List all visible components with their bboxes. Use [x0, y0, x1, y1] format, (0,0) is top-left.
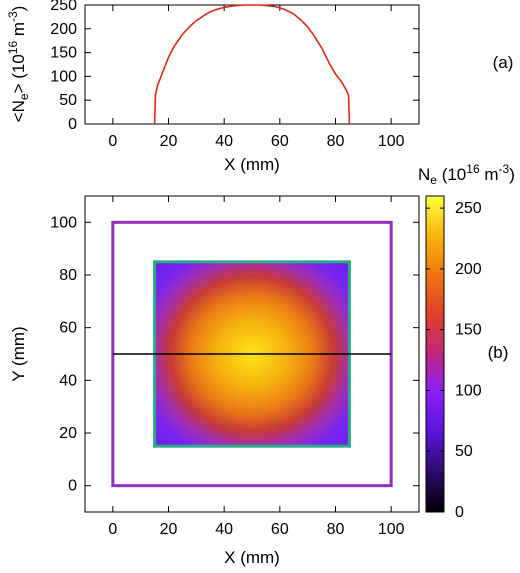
- ytick-label-a: 200: [50, 21, 77, 38]
- panel-label-a: (a): [493, 53, 514, 72]
- colorbar-tick-label: 50: [455, 443, 473, 460]
- ytick-label-a: 250: [50, 0, 77, 14]
- plot-frame-b: [84, 195, 420, 513]
- y-axis-label-a: <Ne> (1016 m-3): [6, 6, 31, 123]
- ytick-label-b: 40: [59, 372, 77, 389]
- ytick-label-b: 60: [59, 320, 77, 337]
- xtick-label-b: 40: [215, 521, 233, 538]
- colorbar-tick-labels: 0 50 100 150 200 250: [455, 200, 482, 521]
- colorbar-tick-label: 100: [455, 382, 482, 399]
- ticks-b: [85, 196, 419, 512]
- colorbar: [425, 195, 445, 513]
- xtick-labels-b: 0 20 40 60 80 100: [108, 521, 404, 538]
- xtick-label-a: 0: [108, 133, 117, 150]
- profile-line: [153, 4, 351, 125]
- plot-frame-a: [84, 4, 420, 125]
- colorbar-ticks: [426, 207, 444, 513]
- ytick-label-a: 100: [50, 68, 77, 85]
- y-axis-label-b: Y (mm): [9, 326, 28, 381]
- ytick-labels-a: 0 50 100 150 200 250: [50, 0, 77, 133]
- xtick-labels-a: 0 20 40 60 80 100: [108, 133, 404, 150]
- ytick-label-b: 80: [59, 267, 77, 284]
- xtick-label-b: 60: [271, 521, 289, 538]
- xtick-label-b: 100: [378, 521, 405, 538]
- colorbar-tick-label: 250: [455, 200, 482, 217]
- xtick-label-b: 0: [108, 521, 117, 538]
- x-axis-label-b: X (mm): [224, 548, 280, 567]
- xtick-label-a: 60: [271, 133, 289, 150]
- colorbar-label: Ne (1016 m-3): [418, 162, 515, 187]
- colorbar-tick-label: 0: [455, 504, 464, 521]
- ytick-label-a: 0: [68, 116, 77, 133]
- xtick-label-a: 20: [160, 133, 178, 150]
- ytick-label-b: 100: [50, 214, 77, 231]
- x-axis-label-a: X (mm): [224, 155, 280, 174]
- colorbar-tick-label: 200: [455, 261, 482, 278]
- xtick-label-a: 40: [215, 133, 233, 150]
- ticks-a: [85, 4, 419, 125]
- ytick-label-a: 150: [50, 45, 77, 62]
- ytick-label-b: 0: [68, 478, 77, 495]
- xtick-label-a: 100: [378, 133, 405, 150]
- panel-a: 0 20 40 60 80 100 0 50 100 150 200 250 X (mm) <Ne>…: [6, 0, 513, 174]
- panel-label-b: (b): [488, 343, 509, 362]
- xtick-label-a: 80: [327, 133, 345, 150]
- xtick-label-b: 80: [327, 521, 345, 538]
- ytick-labels-b: 0 20 40 60 80 100: [50, 214, 77, 494]
- ytick-label-b: 20: [59, 425, 77, 442]
- colorbar-tick-label: 150: [455, 322, 482, 339]
- ytick-label-a: 50: [59, 92, 77, 109]
- xtick-label-b: 20: [160, 521, 178, 538]
